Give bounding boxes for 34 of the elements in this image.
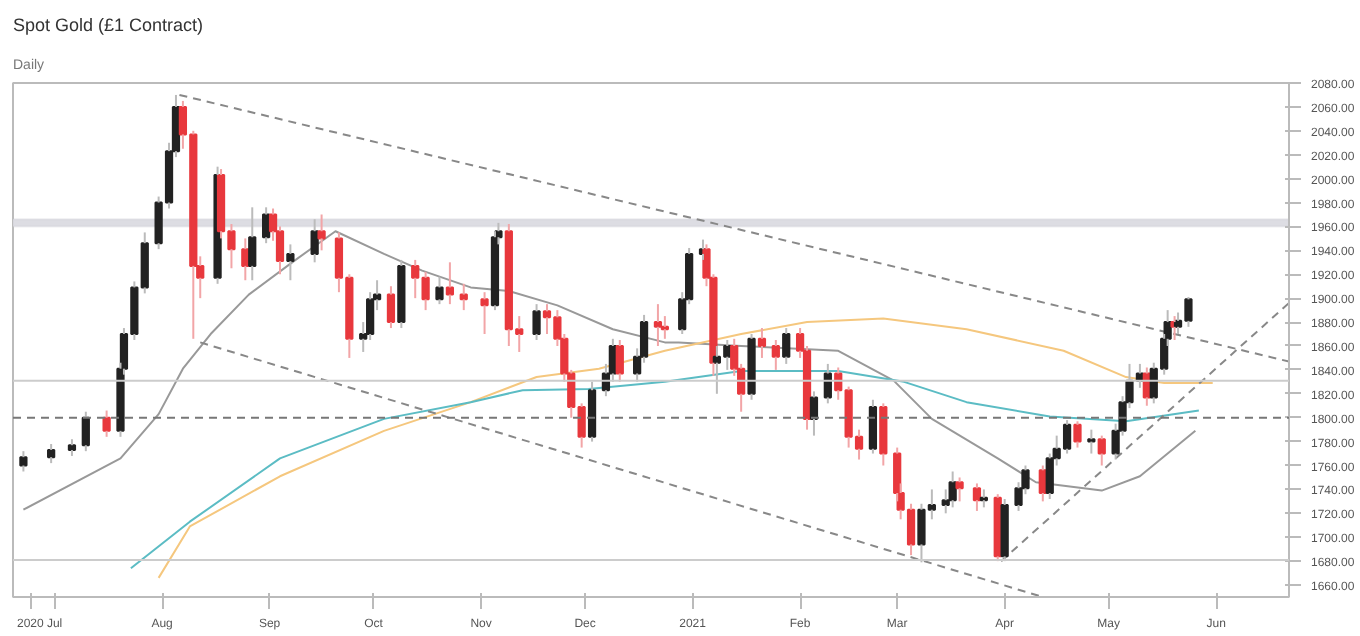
candlestick [955,476,964,503]
candlestick [879,402,888,467]
candlestick [941,488,950,515]
candlestick [868,398,878,455]
candlestick [893,446,902,503]
candlestick [809,390,819,437]
candlestick [102,409,111,438]
line-series [157,317,1214,579]
candlestick [397,258,406,330]
line-series [22,230,1197,511]
candlestick [47,443,56,465]
candlestick [67,438,77,457]
candlestick [435,275,444,306]
candlestick [445,261,455,306]
candlestick [1073,420,1082,449]
candlestick [480,291,489,336]
candlestick [366,291,375,341]
candlestick [757,327,767,359]
candlestick [782,327,791,365]
chart-title: Spot Gold (£1 Contract) [13,15,204,35]
candlestick [386,285,396,330]
candlestick [587,380,597,443]
candlestick [653,303,663,347]
candlestick [1087,428,1096,455]
candlestick [532,303,541,341]
candlestick [490,230,500,312]
candlestick [747,333,756,401]
candlestick [771,339,780,371]
candlestick [310,218,319,264]
candlestick [248,206,257,282]
candlestick [317,213,326,252]
candlestick [286,243,295,282]
candlestick [972,482,982,512]
line-series [129,370,1200,570]
